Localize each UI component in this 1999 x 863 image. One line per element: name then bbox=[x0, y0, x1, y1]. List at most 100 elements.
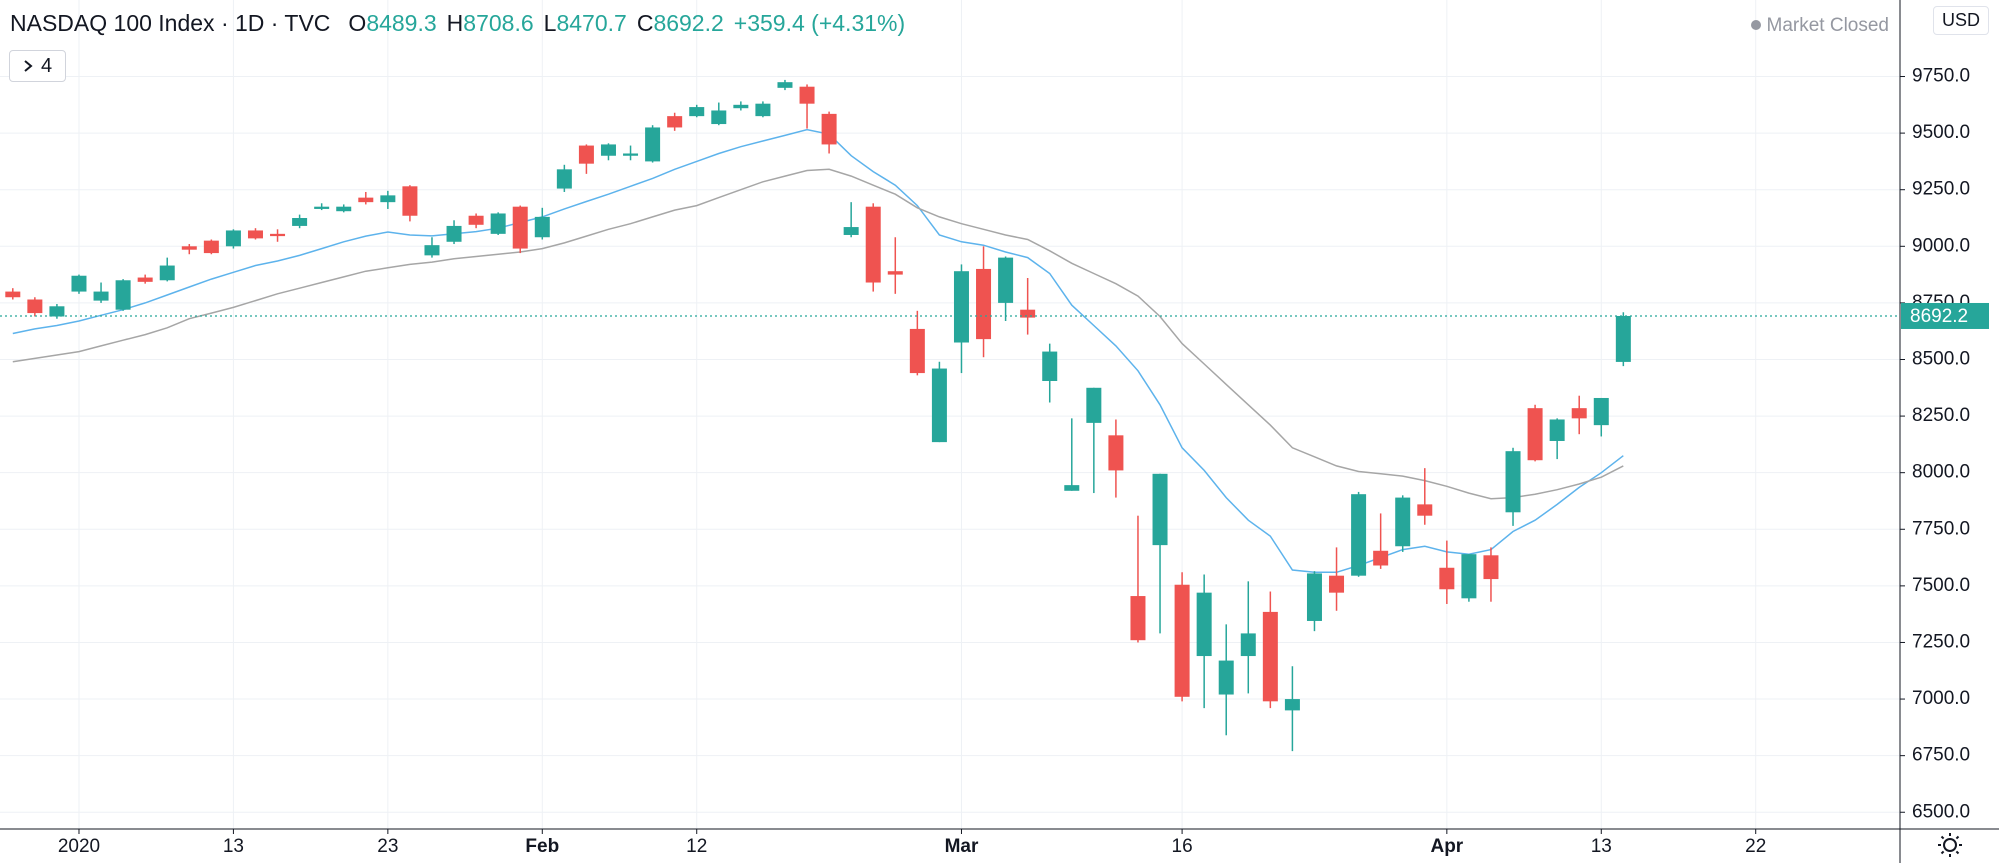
y-tick-label: 6500.0 bbox=[1912, 801, 1970, 822]
candle-body bbox=[600, 144, 616, 156]
candle-body bbox=[821, 113, 837, 145]
last-price-tag bbox=[1901, 302, 1989, 329]
candle-body bbox=[5, 291, 21, 298]
candle-body bbox=[1196, 592, 1212, 657]
candle-body bbox=[1086, 387, 1102, 423]
candle-body bbox=[93, 291, 109, 301]
legend-header: NASDAQ 100 Index · 1D · TVC O8489.3 H8708.… bbox=[10, 10, 915, 37]
candle-body bbox=[1483, 555, 1499, 580]
candle-body bbox=[998, 257, 1014, 303]
indicators-toggle[interactable]: 4 bbox=[9, 50, 66, 82]
y-tick-label: 7000.0 bbox=[1912, 688, 1970, 709]
candle-body bbox=[225, 230, 241, 247]
candle-body bbox=[843, 227, 859, 235]
candle-body bbox=[71, 275, 87, 292]
y-tick-label: 7750.0 bbox=[1912, 518, 1970, 539]
candle-body bbox=[1020, 309, 1036, 318]
x-tick-label: 16 bbox=[1172, 836, 1193, 857]
ohlc-label: C bbox=[636, 10, 654, 36]
candle-body bbox=[1306, 573, 1322, 621]
x-tick-label: 2020 bbox=[58, 836, 100, 857]
candle-body bbox=[1042, 351, 1058, 381]
candle-body bbox=[689, 107, 705, 117]
change-value: +359.4 (+4.31%) bbox=[733, 10, 906, 36]
moving-average-line bbox=[12, 128, 1624, 574]
candle-body bbox=[159, 265, 175, 281]
candle-body bbox=[1461, 554, 1477, 599]
candle-body bbox=[292, 218, 308, 226]
candle-body bbox=[887, 271, 903, 275]
candle-body bbox=[1130, 596, 1146, 641]
candle-body bbox=[777, 82, 793, 88]
candle-body bbox=[623, 153, 639, 156]
time-axis-bg bbox=[0, 829, 1999, 863]
close-value: 8692.2 bbox=[653, 10, 724, 36]
candle-body bbox=[953, 271, 969, 343]
candle-body bbox=[424, 245, 440, 256]
candle-body bbox=[137, 277, 153, 282]
candle-body bbox=[1417, 504, 1433, 516]
candle-body bbox=[358, 197, 374, 203]
candle-body bbox=[270, 233, 286, 237]
candle-body bbox=[1615, 315, 1631, 362]
candle-body bbox=[1329, 575, 1345, 593]
candle-body bbox=[490, 213, 506, 234]
candle-body bbox=[1218, 660, 1234, 695]
candle-body bbox=[402, 186, 418, 216]
settings-icon[interactable] bbox=[1938, 833, 1962, 857]
candle-body bbox=[711, 110, 727, 125]
candle-body bbox=[1593, 397, 1609, 426]
candle-body bbox=[336, 206, 352, 212]
high-value: 8708.6 bbox=[463, 10, 534, 36]
candle-body bbox=[909, 328, 925, 374]
x-tick-label: Mar bbox=[945, 836, 979, 857]
candle-body bbox=[115, 280, 131, 310]
indicators-count: 4 bbox=[40, 54, 53, 77]
last-price-label: 8692.2 bbox=[1910, 306, 1968, 327]
candle-body bbox=[1152, 473, 1168, 546]
candle-body bbox=[1262, 611, 1278, 702]
candle-body bbox=[733, 104, 749, 109]
candle-body bbox=[49, 306, 65, 317]
candle-body bbox=[976, 268, 992, 340]
candle-body bbox=[1240, 633, 1256, 657]
ohlc-label: H bbox=[446, 10, 464, 36]
candle-body bbox=[1571, 408, 1587, 419]
candle-body bbox=[578, 145, 594, 164]
candle-body bbox=[755, 103, 771, 117]
candle-body bbox=[865, 206, 881, 283]
candle-body bbox=[534, 216, 550, 238]
candle-body bbox=[1549, 419, 1565, 441]
candle-body bbox=[1439, 567, 1455, 590]
y-tick-label: 6750.0 bbox=[1912, 745, 1970, 766]
candle-body bbox=[181, 246, 197, 250]
chevron-icon bbox=[24, 60, 33, 72]
candle-body bbox=[1395, 497, 1411, 547]
candle-body bbox=[468, 215, 484, 225]
candle-body bbox=[1284, 699, 1300, 711]
candle-body bbox=[27, 299, 43, 314]
currency-button[interactable]: USD bbox=[1932, 6, 1989, 35]
candle-body bbox=[931, 368, 947, 443]
candle-body bbox=[512, 206, 528, 249]
x-tick-label: Apr bbox=[1430, 836, 1463, 857]
x-tick-label: 22 bbox=[1745, 836, 1766, 857]
open-value: 8489.3 bbox=[366, 10, 437, 36]
candle-body bbox=[380, 195, 396, 203]
y-tick-label: 9250.0 bbox=[1912, 179, 1970, 200]
y-tick-label: 9000.0 bbox=[1912, 235, 1970, 256]
y-tick-label: 8500.0 bbox=[1912, 349, 1970, 370]
moving-average-line bbox=[12, 168, 1624, 500]
candle-body bbox=[314, 206, 330, 209]
candle-body bbox=[1527, 408, 1543, 461]
market-status: Market Closed bbox=[1751, 15, 1890, 37]
marks bbox=[0, 79, 1900, 752]
low-value: 8470.7 bbox=[556, 10, 627, 36]
candle-body bbox=[1064, 485, 1080, 491]
candle-body bbox=[1108, 435, 1124, 471]
x-tick-label: 12 bbox=[686, 836, 707, 857]
candle-body bbox=[446, 225, 462, 242]
